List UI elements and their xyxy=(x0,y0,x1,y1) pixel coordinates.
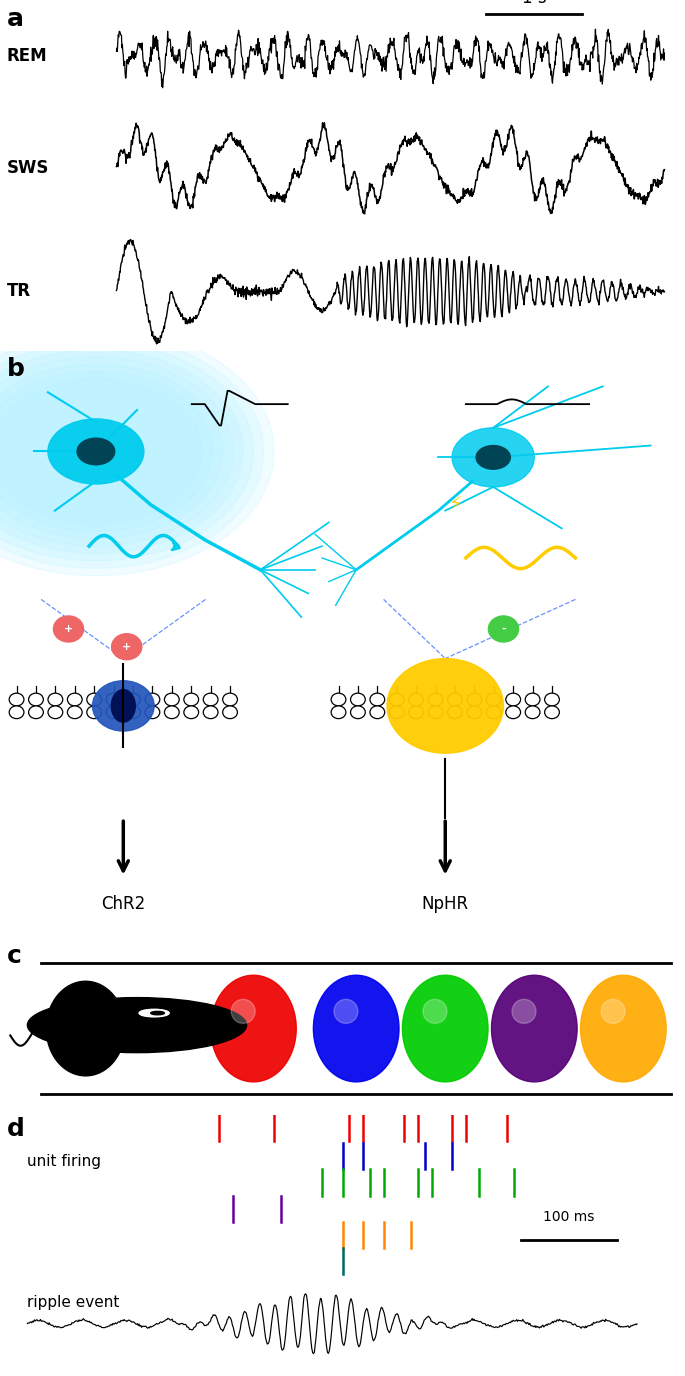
Ellipse shape xyxy=(492,976,577,1082)
Circle shape xyxy=(106,706,121,718)
Text: b: b xyxy=(7,356,25,381)
Ellipse shape xyxy=(92,681,154,731)
Circle shape xyxy=(525,706,540,718)
Circle shape xyxy=(29,694,43,706)
Circle shape xyxy=(409,706,423,718)
Circle shape xyxy=(486,706,501,718)
Ellipse shape xyxy=(0,343,253,561)
Text: 1 s: 1 s xyxy=(522,0,547,7)
Circle shape xyxy=(27,998,247,1053)
Circle shape xyxy=(29,706,43,718)
Ellipse shape xyxy=(0,334,264,568)
Circle shape xyxy=(506,706,521,718)
Circle shape xyxy=(486,694,501,706)
Text: SWS: SWS xyxy=(7,160,49,178)
Ellipse shape xyxy=(334,999,358,1024)
Ellipse shape xyxy=(46,981,125,1076)
Circle shape xyxy=(112,634,142,659)
Circle shape xyxy=(467,694,482,706)
Text: ChR2: ChR2 xyxy=(101,896,145,914)
Circle shape xyxy=(525,694,540,706)
Circle shape xyxy=(389,706,404,718)
Circle shape xyxy=(139,1010,169,1017)
Circle shape xyxy=(203,706,218,718)
Circle shape xyxy=(106,694,121,706)
Text: -: - xyxy=(501,623,506,634)
Circle shape xyxy=(428,706,443,718)
Ellipse shape xyxy=(231,999,255,1024)
Ellipse shape xyxy=(0,350,243,553)
Circle shape xyxy=(164,694,179,706)
Text: REM: REM xyxy=(7,47,47,65)
Circle shape xyxy=(351,706,365,718)
Circle shape xyxy=(331,706,346,718)
Ellipse shape xyxy=(387,659,503,753)
Circle shape xyxy=(87,694,101,706)
Circle shape xyxy=(125,694,140,706)
Ellipse shape xyxy=(402,976,488,1082)
Text: unit firing: unit firing xyxy=(27,1154,101,1170)
Circle shape xyxy=(223,694,238,706)
Circle shape xyxy=(447,706,462,718)
Text: ⚡: ⚡ xyxy=(449,495,462,515)
Text: +: + xyxy=(122,641,132,652)
Text: 100 ms: 100 ms xyxy=(543,1211,595,1225)
Circle shape xyxy=(9,706,24,718)
Circle shape xyxy=(184,706,199,718)
Circle shape xyxy=(506,694,521,706)
Circle shape xyxy=(223,706,238,718)
Ellipse shape xyxy=(48,418,144,484)
Circle shape xyxy=(331,694,346,706)
Circle shape xyxy=(9,694,24,706)
Ellipse shape xyxy=(476,446,510,469)
Text: a: a xyxy=(7,7,24,32)
Circle shape xyxy=(67,694,82,706)
Circle shape xyxy=(184,694,199,706)
Circle shape xyxy=(370,694,385,706)
Ellipse shape xyxy=(0,372,212,531)
Ellipse shape xyxy=(313,976,399,1082)
Circle shape xyxy=(125,706,140,718)
Circle shape xyxy=(48,706,63,718)
Ellipse shape xyxy=(0,378,202,524)
Ellipse shape xyxy=(210,976,296,1082)
Circle shape xyxy=(370,706,385,718)
Circle shape xyxy=(467,706,482,718)
Ellipse shape xyxy=(0,356,233,546)
Circle shape xyxy=(145,706,160,718)
Circle shape xyxy=(87,706,101,718)
Ellipse shape xyxy=(512,999,536,1024)
Circle shape xyxy=(428,694,443,706)
Ellipse shape xyxy=(0,365,223,539)
Ellipse shape xyxy=(0,327,274,575)
Ellipse shape xyxy=(580,976,666,1082)
Circle shape xyxy=(151,1011,164,1015)
Circle shape xyxy=(53,616,84,643)
Text: d: d xyxy=(7,1117,25,1141)
Circle shape xyxy=(389,694,404,706)
Ellipse shape xyxy=(77,438,115,465)
Text: ripple event: ripple event xyxy=(27,1295,120,1310)
Ellipse shape xyxy=(111,689,135,722)
Text: +: + xyxy=(64,623,73,634)
Circle shape xyxy=(351,694,365,706)
Ellipse shape xyxy=(601,999,625,1024)
Circle shape xyxy=(409,694,423,706)
Text: c: c xyxy=(7,944,22,969)
Circle shape xyxy=(145,694,160,706)
Circle shape xyxy=(447,694,462,706)
Circle shape xyxy=(488,616,519,643)
Circle shape xyxy=(545,706,560,718)
Ellipse shape xyxy=(423,999,447,1024)
Circle shape xyxy=(48,694,63,706)
Circle shape xyxy=(67,706,82,718)
Circle shape xyxy=(545,694,560,706)
Circle shape xyxy=(203,694,218,706)
Text: TR: TR xyxy=(7,282,31,300)
Ellipse shape xyxy=(452,428,534,487)
Circle shape xyxy=(164,706,179,718)
Text: NpHR: NpHR xyxy=(422,896,469,914)
